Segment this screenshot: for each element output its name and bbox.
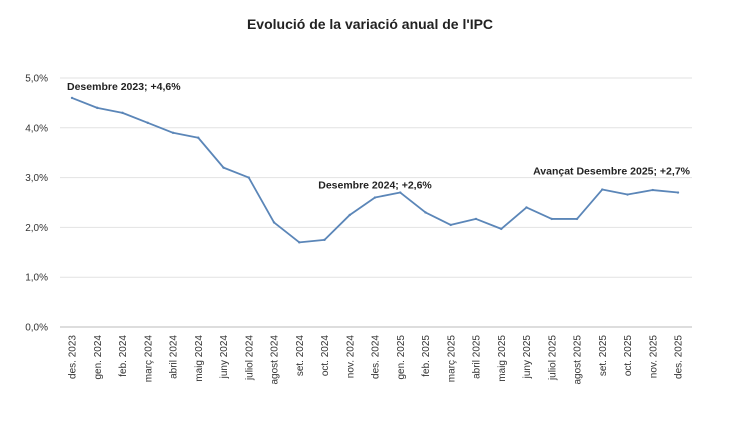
data-point bbox=[575, 217, 579, 221]
x-tick-label: juliol 2024 bbox=[244, 335, 255, 381]
y-tick-label: 1,0% bbox=[25, 273, 48, 284]
data-point bbox=[550, 217, 553, 221]
data-point bbox=[601, 188, 604, 191]
data-point bbox=[348, 213, 351, 217]
data-point bbox=[373, 196, 377, 199]
data-point bbox=[424, 211, 427, 214]
data-point bbox=[197, 136, 200, 139]
x-tick-label: agost 2024 bbox=[270, 335, 281, 385]
data-point bbox=[474, 217, 478, 221]
data-point bbox=[121, 111, 124, 115]
x-tick-label: oct. 2025 bbox=[623, 335, 634, 377]
data-point bbox=[96, 106, 99, 110]
x-tick-label: nov. 2024 bbox=[345, 335, 356, 379]
y-tick-label: 4,0% bbox=[25, 123, 48, 134]
x-tick-label: juny 2024 bbox=[219, 335, 230, 380]
x-tick-label: març 2025 bbox=[446, 335, 457, 383]
x-tick-label: març 2024 bbox=[143, 335, 154, 383]
x-tick-label: des. 2025 bbox=[674, 335, 685, 379]
data-point bbox=[449, 223, 452, 227]
x-tick-label: set. 2025 bbox=[598, 335, 609, 377]
x-tick-label: des. 2023 bbox=[68, 335, 79, 379]
y-tick-label: 0,0% bbox=[25, 323, 48, 334]
data-point bbox=[323, 238, 326, 242]
data-point bbox=[298, 241, 301, 244]
data-annotation: Avançat Desembre 2025; +2,7% bbox=[533, 166, 691, 178]
data-point bbox=[70, 96, 74, 100]
x-tick-label: oct. 2024 bbox=[320, 335, 331, 377]
x-tick-label: abril 2024 bbox=[169, 335, 180, 379]
data-point bbox=[651, 188, 654, 192]
y-tick-label: 3,0% bbox=[25, 173, 48, 184]
x-tick-label: juliol 2025 bbox=[547, 335, 558, 381]
x-tick-label: maig 2024 bbox=[194, 335, 205, 382]
chart-title: Evolució de la variació anual de l'IPC bbox=[246, 16, 494, 32]
data-point bbox=[525, 206, 528, 209]
data-annotation: Desembre 2023; +4,6% bbox=[67, 81, 181, 93]
data-point bbox=[247, 176, 250, 179]
data-point bbox=[500, 227, 503, 231]
x-tick-label: juny 2025 bbox=[522, 335, 533, 380]
x-tick-label: maig 2025 bbox=[497, 335, 508, 382]
y-tick-label: 2,0% bbox=[25, 223, 48, 234]
x-tick-label: des. 2024 bbox=[371, 335, 382, 379]
data-point bbox=[146, 121, 149, 125]
data-annotation: Desembre 2024; +2,6% bbox=[318, 180, 432, 192]
x-tick-label: nov. 2025 bbox=[648, 335, 659, 379]
data-point bbox=[222, 166, 225, 169]
data-point bbox=[626, 193, 629, 196]
x-tick-label: feb. 2024 bbox=[118, 335, 129, 377]
data-point bbox=[272, 221, 276, 224]
x-tick-label: set. 2024 bbox=[295, 335, 306, 377]
data-point bbox=[171, 131, 175, 134]
x-tick-label: gen. 2024 bbox=[93, 335, 104, 380]
x-tick-label: abril 2025 bbox=[472, 335, 483, 379]
x-tick-label: feb. 2025 bbox=[421, 335, 432, 377]
y-tick-label: 5,0% bbox=[25, 74, 48, 85]
data-point bbox=[676, 191, 680, 194]
data-point bbox=[399, 191, 402, 194]
x-tick-label: agost 2025 bbox=[573, 335, 584, 385]
x-tick-label: gen. 2025 bbox=[396, 335, 407, 380]
